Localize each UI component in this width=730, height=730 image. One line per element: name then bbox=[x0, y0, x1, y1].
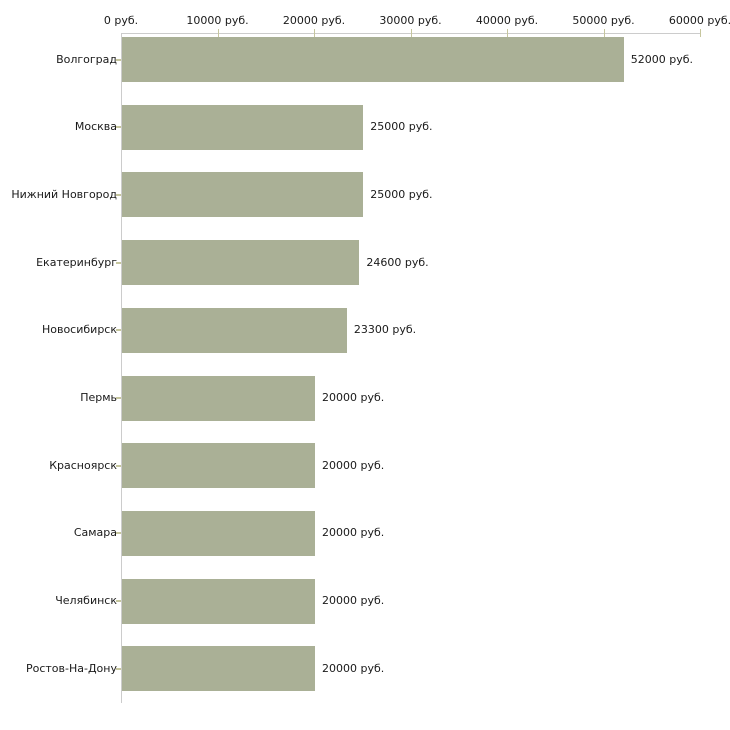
x-axis-tick bbox=[700, 29, 701, 37]
x-axis-tick-label: 30000 руб. bbox=[379, 14, 442, 27]
category-label: Москва bbox=[74, 120, 117, 134]
bar bbox=[122, 172, 364, 218]
x-axis-tick bbox=[217, 29, 219, 37]
x-axis-tick-label: 20000 руб. bbox=[282, 14, 346, 27]
category-label: Екатеринбург bbox=[36, 255, 117, 269]
bar-value-label: 23300 руб. bbox=[353, 323, 417, 337]
bar bbox=[122, 37, 624, 82]
x-axis-tick-label: 10000 руб. bbox=[186, 14, 249, 27]
y-axis-tick bbox=[116, 464, 121, 467]
bar-value-label: 20000 руб. bbox=[322, 594, 385, 608]
bar-value-label: 25000 руб. bbox=[370, 187, 433, 201]
y-axis-line bbox=[121, 33, 122, 703]
bar-value-label: 52000 руб. bbox=[630, 52, 694, 66]
bar bbox=[122, 240, 360, 286]
bar-value-label: 20000 руб. bbox=[322, 458, 385, 472]
bar bbox=[122, 510, 315, 556]
x-axis-tick-label: 40000 руб. bbox=[475, 14, 539, 27]
category-label: Новосибирск bbox=[41, 323, 117, 337]
category-label: Красноярск bbox=[49, 458, 117, 472]
x-axis-tick bbox=[410, 29, 412, 37]
category-label: Волгоград bbox=[56, 52, 117, 66]
bar bbox=[122, 578, 315, 624]
x-axis-tick bbox=[603, 29, 605, 37]
x-axis-tick-label: 50000 руб. bbox=[572, 14, 635, 27]
category-label: Самара bbox=[73, 526, 117, 540]
category-label: Ростов-На-Дону bbox=[25, 661, 117, 675]
bar-value-label: 24600 руб. bbox=[366, 255, 429, 269]
bar-value-label: 20000 руб. bbox=[322, 391, 385, 404]
x-axis-tick-label: 0 руб. bbox=[103, 14, 139, 27]
bar-value-label: 20000 руб. bbox=[322, 526, 385, 540]
bar-value-label: 20000 руб. bbox=[322, 661, 385, 675]
y-axis-tick bbox=[116, 58, 121, 61]
y-axis-tick bbox=[116, 532, 121, 535]
x-axis-tick bbox=[314, 29, 315, 37]
x-axis-tick-label: 60000 руб. bbox=[668, 14, 730, 27]
bar bbox=[122, 307, 347, 353]
x-axis-tick bbox=[507, 29, 508, 37]
bar bbox=[122, 646, 315, 692]
bar-value-label: 25000 руб. bbox=[370, 120, 433, 134]
y-axis-tick bbox=[116, 600, 121, 603]
y-axis-tick bbox=[116, 261, 121, 264]
bar bbox=[122, 375, 315, 421]
y-axis-tick bbox=[116, 397, 121, 399]
y-axis-tick bbox=[116, 193, 121, 196]
bar bbox=[122, 104, 364, 150]
category-label: Нижний Новгород bbox=[11, 187, 117, 201]
y-axis-tick bbox=[116, 667, 121, 670]
y-axis-tick bbox=[116, 329, 121, 332]
y-axis-tick bbox=[116, 126, 121, 129]
category-label: Челябинск bbox=[55, 594, 117, 608]
bar bbox=[122, 443, 315, 489]
category-label: Пермь bbox=[80, 391, 117, 404]
